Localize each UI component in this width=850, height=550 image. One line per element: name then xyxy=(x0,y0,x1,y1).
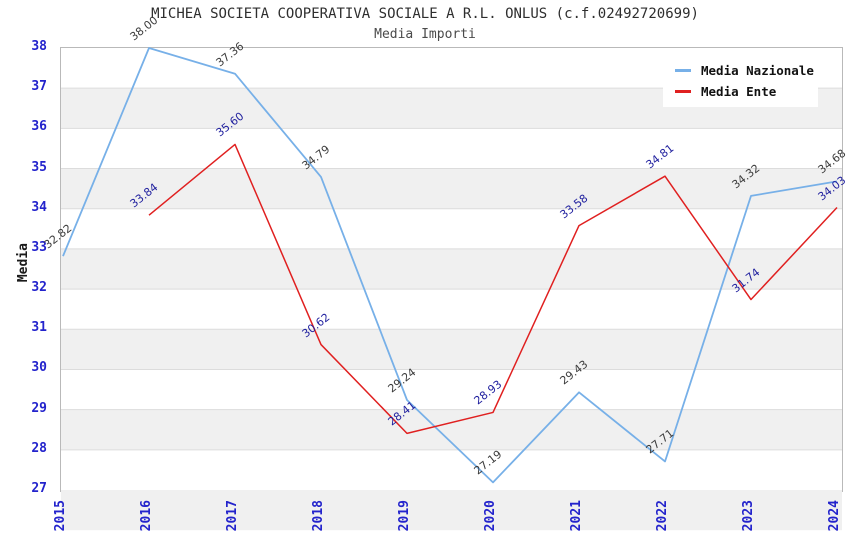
series-line-media-ente xyxy=(148,143,838,435)
grid-band xyxy=(61,490,842,531)
series-line-media-nazionale xyxy=(62,47,838,484)
y-tick-label: 37 xyxy=(31,79,47,95)
x-tick-label: 2015 xyxy=(53,500,68,532)
legend-label-media-nazionale: Media Nazionale xyxy=(701,63,814,78)
y-tick-label: 38 xyxy=(31,39,47,54)
legend-item-media-nazionale: Media Nazionale xyxy=(675,60,814,81)
legend-line-swatch-blue xyxy=(675,69,691,72)
grid-band xyxy=(61,168,842,209)
chart-canvas xyxy=(61,47,842,531)
grid-band xyxy=(61,248,842,290)
x-tick-label: 2024 xyxy=(827,500,842,532)
grid-band xyxy=(61,329,842,370)
y-tick-label: 35 xyxy=(31,159,47,175)
legend: Media Nazionale Media Ente xyxy=(663,55,818,107)
legend-item-media-ente: Media Ente xyxy=(675,81,814,102)
x-tick-label: 2022 xyxy=(655,500,670,532)
x-tick-label: 2020 xyxy=(483,500,498,532)
y-tick-label: 28 xyxy=(31,440,47,456)
y-tick-label: 27 xyxy=(31,481,47,496)
legend-line-swatch-red xyxy=(675,90,691,93)
legend-label-media-ente: Media Ente xyxy=(701,84,777,99)
x-tick-label: 2016 xyxy=(139,500,154,532)
y-tick-label: 33 xyxy=(31,239,47,255)
x-tick-label: 2018 xyxy=(311,500,326,532)
x-tick-label: 2017 xyxy=(225,500,240,532)
y-tick-label: 31 xyxy=(31,320,47,336)
y-tick-label: 29 xyxy=(31,400,47,416)
y-tick-label: 32 xyxy=(31,280,47,296)
y-tick-label: 36 xyxy=(31,119,47,135)
x-tick-label: 2023 xyxy=(741,500,756,532)
x-tick-label: 2019 xyxy=(397,500,412,532)
x-tick-label: 2021 xyxy=(569,500,584,532)
chart-title: MICHEA SOCIETA COOPERATIVA SOCIALE A R.L… xyxy=(151,6,699,22)
chart-subtitle: Media Importi xyxy=(374,27,476,42)
y-tick-label: 30 xyxy=(31,360,47,376)
plot-area: 32.82 38.00 37.36 34.79 29.24 27.19 29.43 27.71… xyxy=(42,14,848,531)
y-tick-label: 34 xyxy=(31,199,47,215)
